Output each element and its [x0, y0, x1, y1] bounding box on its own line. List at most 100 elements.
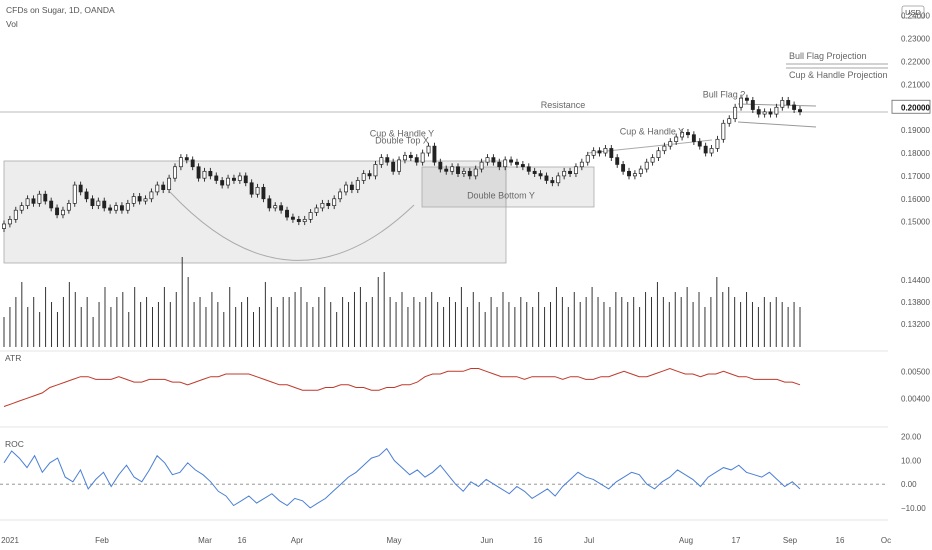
candle — [591, 147, 596, 159]
candle — [756, 106, 761, 118]
candle — [532, 167, 537, 178]
price-axis: 0.24000 0.23000 0.22000 0.21000 0.20000 0.190… — [891, 12, 931, 329]
candle — [367, 170, 372, 180]
candle-body — [715, 138, 720, 149]
candle — [78, 181, 83, 196]
candle-body — [379, 157, 384, 165]
price-tick-label: 0.22000 — [901, 57, 930, 66]
candle — [727, 115, 732, 127]
candle-body — [467, 170, 472, 177]
annotation-label: Cup & Handle Y — [620, 126, 684, 136]
candle — [520, 161, 525, 171]
candle-body — [255, 186, 260, 195]
candle-body — [597, 150, 602, 154]
candle — [397, 156, 402, 175]
candle — [674, 133, 679, 146]
candle — [249, 179, 254, 198]
volume-bars — [3, 257, 801, 347]
candle-body — [367, 173, 372, 177]
candle — [114, 202, 118, 214]
candle-body — [438, 161, 443, 170]
candle-body — [220, 180, 225, 186]
candle — [632, 170, 637, 180]
time-tick-label: Jul — [584, 536, 594, 545]
candle-body — [273, 205, 278, 209]
candle — [214, 172, 219, 184]
candle — [84, 188, 89, 203]
candle — [668, 138, 673, 150]
candle — [361, 170, 366, 184]
current-price-label: 0.20000 — [901, 103, 930, 112]
candle-body — [503, 159, 508, 168]
candle — [184, 154, 189, 164]
price-candles — [2, 94, 802, 232]
candle-body — [114, 205, 118, 211]
candle-body — [402, 154, 407, 161]
candle-body — [320, 203, 325, 209]
time-tick-label: Sep — [783, 536, 798, 545]
candle-body — [456, 166, 460, 174]
candle — [72, 181, 77, 207]
candle-body — [125, 203, 130, 211]
candle — [143, 195, 148, 205]
candle-body — [326, 203, 331, 206]
candle — [19, 202, 24, 214]
candle — [739, 94, 743, 111]
candle — [161, 181, 166, 194]
annotation-label: Double Top X — [375, 135, 429, 145]
candle-body — [84, 191, 89, 200]
candle — [178, 154, 183, 171]
candle — [220, 177, 225, 189]
candle — [25, 195, 30, 210]
candle-body — [349, 184, 354, 190]
candle — [526, 163, 531, 175]
candle-body — [155, 184, 160, 193]
candle — [438, 158, 443, 173]
candle-body — [55, 207, 60, 216]
candle-body — [361, 173, 366, 181]
bull-flag-lower-line — [737, 121, 817, 128]
candle — [697, 138, 702, 150]
candle-body — [632, 173, 637, 177]
candle — [627, 167, 631, 180]
roc-label: ROC — [5, 439, 24, 449]
price-tick-label: 0.13200 — [901, 320, 930, 329]
candle-body — [102, 200, 107, 209]
candle-body — [520, 164, 525, 168]
price-tick-label: 0.21000 — [901, 80, 930, 89]
candle-body — [137, 196, 142, 202]
candle-body — [709, 148, 714, 154]
candle-body — [762, 111, 767, 115]
candle — [37, 190, 42, 207]
cup-handle-trendline — [587, 139, 713, 154]
time-tick-label: 16 — [534, 536, 543, 545]
candle-body — [703, 145, 708, 154]
time-tick-label: 17 — [732, 536, 741, 545]
candle — [562, 167, 567, 180]
candle-body — [19, 205, 24, 211]
candle — [102, 197, 107, 212]
candle-body — [267, 198, 272, 209]
candle-body — [491, 157, 496, 163]
candle-body — [650, 157, 655, 163]
candle-body — [750, 100, 755, 110]
candle — [768, 108, 773, 118]
candle-body — [108, 207, 113, 211]
candle — [509, 156, 514, 166]
candle — [426, 142, 431, 157]
candle-body — [391, 161, 396, 172]
currency-badge[interactable]: USD — [901, 5, 925, 19]
candle — [709, 145, 714, 157]
candle-body — [739, 97, 743, 108]
current-price-badge — [891, 99, 931, 114]
candle-body — [2, 223, 6, 229]
candle-body — [609, 148, 614, 158]
candle-body — [744, 97, 749, 101]
price-tick-label: 0.16000 — [901, 195, 930, 204]
atr-line — [3, 367, 801, 407]
candle — [2, 220, 6, 232]
candle-body — [674, 136, 679, 142]
candle — [385, 154, 390, 166]
price-tick-label: 0.14400 — [901, 276, 930, 285]
